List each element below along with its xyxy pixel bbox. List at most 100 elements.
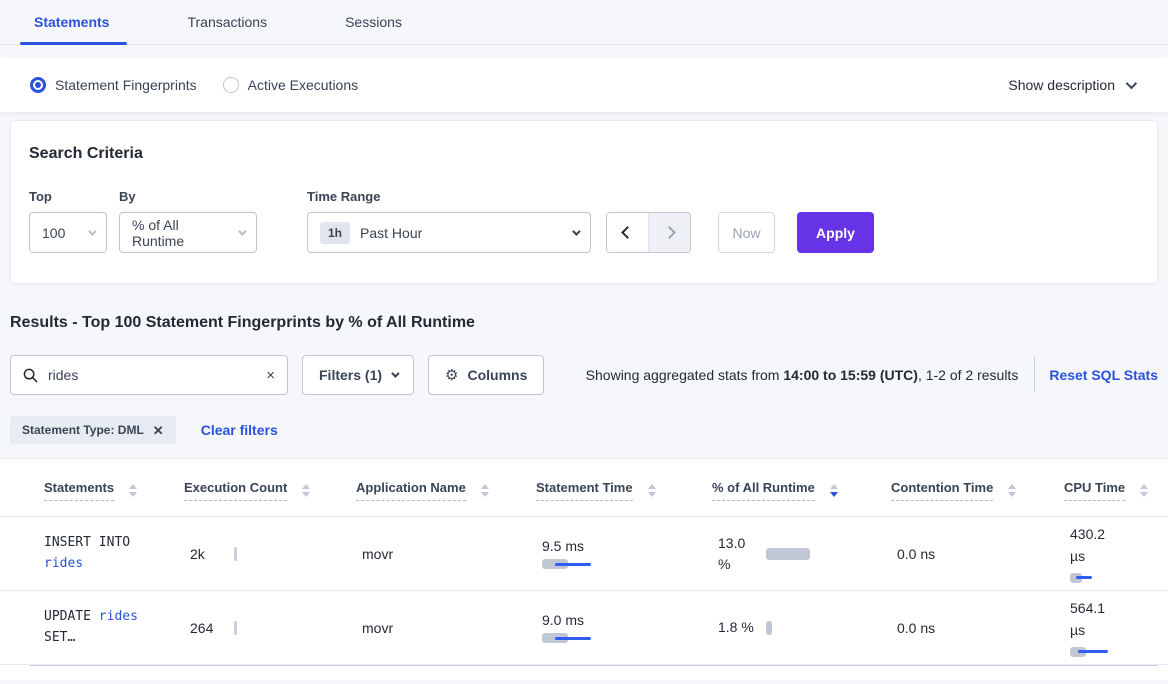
columns-label: Columns [467, 367, 528, 383]
table-header-row: Statements Execution Count Application N… [0, 465, 1168, 517]
clear-search-icon[interactable]: × [266, 366, 275, 384]
cpu-time-cell: 564.1 µs [1064, 598, 1168, 657]
columns-button[interactable]: ⚙ Columns [428, 355, 545, 395]
statement-link[interactable]: rides [98, 609, 138, 625]
tab-transactions[interactable]: Transactions [187, 14, 268, 30]
statement-link[interactable]: rides [44, 555, 84, 571]
chevron-down-icon [1125, 77, 1138, 90]
search-criteria-card: Search Criteria Top 100 By % of All Runt… [10, 120, 1158, 284]
summary-suffix: , 1-2 of 2 results [917, 367, 1019, 383]
remove-filter-icon[interactable]: ✕ [152, 422, 164, 438]
results-controls-row: × Filters (1) ⚙ Columns Showing aggregat… [0, 355, 1168, 395]
cpu-time-value: 564.1 µs [1070, 600, 1109, 638]
table-bottom-border [30, 665, 1158, 666]
radio-unselected-icon[interactable] [222, 77, 239, 93]
next-time-button[interactable] [649, 213, 690, 252]
column-header-execution-count[interactable]: Execution Count [184, 480, 356, 501]
view-toggle-bar: Statement Fingerprints Active Executions… [0, 58, 1168, 112]
chevron-down-icon [391, 369, 400, 378]
sort-icon[interactable] [302, 484, 311, 497]
time-range-value: Past Hour [360, 224, 423, 241]
results-heading: Results - Top 100 Statement Fingerprints… [10, 314, 475, 331]
chevron-down-icon [238, 226, 247, 236]
search-input[interactable] [48, 367, 257, 383]
execution-count-bar [234, 620, 237, 635]
column-header-pct-runtime[interactable]: % of All Runtime [712, 480, 891, 501]
clear-filters-link[interactable]: Clear filters [200, 422, 278, 438]
table-row[interactable]: INSERT INTO rides 2k movr 9.5 ms 13.0 % … [0, 517, 1168, 591]
summary-prefix: Showing aggregated stats from [585, 367, 784, 383]
time-step-buttons [606, 212, 691, 253]
contention-time-cell: 0.0 ns [897, 619, 936, 636]
contention-time-cell: 0.0 ns [897, 545, 936, 562]
execution-count-bar [234, 546, 237, 561]
by-field: By % of All Runtime [119, 189, 307, 253]
sort-icon[interactable] [1140, 484, 1149, 497]
previous-time-button[interactable] [607, 213, 648, 252]
statement-search-box: × [10, 355, 288, 395]
statement-time-cell: 9.0 ms [536, 612, 712, 643]
summary-time-range: 14:00 to 15:59 (UTC) [783, 367, 918, 383]
tab-statements[interactable]: Statements [19, 0, 129, 45]
statement-time-bar [542, 559, 598, 569]
column-header-cpu-time[interactable]: CPU Time [1064, 480, 1168, 501]
filters-button[interactable]: Filters (1) [302, 355, 415, 395]
column-header-contention-time[interactable]: Contention Time [891, 480, 1064, 501]
statement-time-value: 9.0 ms [542, 612, 585, 628]
filter-tag-statement-type[interactable]: Statement Type: DML ✕ [10, 416, 176, 444]
time-range-select[interactable]: 1h Past Hour [307, 212, 591, 253]
sort-icon[interactable] [647, 484, 656, 497]
execution-count-value: 2k [190, 545, 205, 562]
application-name-cell: movr [362, 619, 394, 636]
apply-button[interactable]: Apply [797, 212, 874, 253]
active-filters-row: Statement Type: DML ✕ Clear filters [0, 416, 1168, 444]
now-button[interactable]: Now [718, 212, 775, 253]
radio-active-executions[interactable]: Active Executions [222, 77, 359, 93]
criteria-form-row: Top 100 By % of All Runtime Time Range 1… [29, 189, 1139, 253]
column-header-statement-time[interactable]: Statement Time [536, 480, 712, 501]
search-criteria-title: Search Criteria [29, 145, 143, 162]
column-header-application-name[interactable]: Application Name [356, 480, 536, 501]
execution-count-cell: 264 [184, 620, 356, 636]
time-range-badge: 1h [320, 221, 351, 244]
statement-text: INSERT INTO [44, 535, 138, 551]
top-select[interactable]: 100 [29, 212, 107, 253]
pct-runtime-bar [766, 547, 810, 560]
tab-sessions[interactable]: Sessions [345, 14, 402, 30]
chevron-down-icon [572, 226, 581, 236]
table-row[interactable]: UPDATE rides SET… 264 movr 9.0 ms 1.8 % … [0, 591, 1168, 665]
radio-label: Active Executions [247, 77, 359, 93]
show-description-toggle[interactable]: Show description [1008, 77, 1138, 93]
time-range-field: Time Range 1h Past Hour [307, 189, 591, 253]
reset-sql-stats-link[interactable]: Reset SQL Stats [1049, 367, 1158, 383]
filter-tag-label: Statement Type: DML [22, 423, 144, 437]
application-name-cell: movr [362, 545, 394, 562]
radio-statement-fingerprints[interactable]: Statement Fingerprints [30, 77, 197, 93]
cpu-time-value: 430.2 µs [1070, 526, 1109, 564]
pct-runtime-value: 13.0 % [718, 534, 750, 572]
sort-icon-active-desc[interactable] [829, 484, 838, 497]
chevron-left-icon [621, 226, 634, 239]
show-description-label: Show description [1008, 77, 1115, 93]
pct-runtime-bar [766, 620, 772, 635]
statement-fingerprint-cell: UPDATE rides SET… [44, 607, 160, 647]
results-summary: Showing aggregated stats from 14:00 to 1… [586, 367, 1019, 383]
search-icon [23, 368, 38, 383]
statements-table: Statements Execution Count Application N… [0, 458, 1168, 680]
top-tab-bar: Statements Transactions Sessions [0, 0, 1168, 45]
statement-time-bar [542, 633, 598, 643]
by-label: By [119, 189, 136, 204]
sort-icon[interactable] [129, 484, 138, 497]
radio-selected-icon[interactable] [30, 77, 46, 93]
sort-icon[interactable] [480, 484, 489, 497]
view-radio-group: Statement Fingerprints Active Executions [30, 77, 358, 93]
column-header-statements[interactable]: Statements [44, 480, 184, 501]
pct-runtime-cell: 13.0 % [712, 533, 891, 575]
pct-runtime-value: 1.8 % [718, 619, 754, 635]
top-label: Top [29, 189, 52, 204]
by-select[interactable]: % of All Runtime [119, 212, 257, 253]
execution-count-value: 264 [190, 619, 214, 636]
sort-icon[interactable] [1008, 484, 1017, 497]
cpu-time-cell: 430.2 µs [1064, 524, 1168, 583]
statement-fingerprint-cell: INSERT INTO rides [44, 533, 160, 573]
